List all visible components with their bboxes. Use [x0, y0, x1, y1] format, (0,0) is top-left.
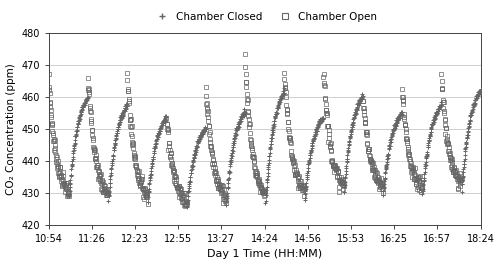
- Legend: Chamber Closed, Chamber Open: Chamber Closed, Chamber Open: [148, 7, 382, 26]
- X-axis label: Day 1 Time (HH:MM): Day 1 Time (HH:MM): [207, 249, 322, 259]
- Y-axis label: CO₂ Concentration (ppm): CO₂ Concentration (ppm): [6, 63, 16, 195]
